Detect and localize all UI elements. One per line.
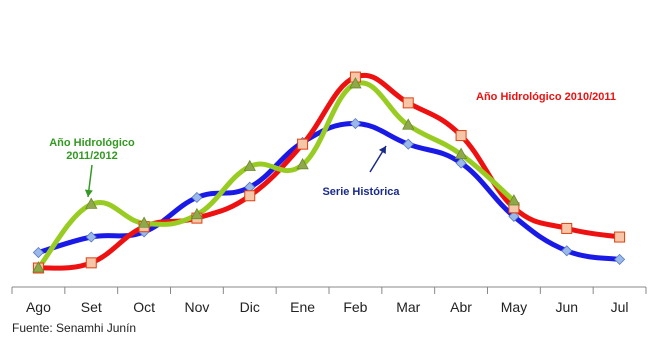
point-s0-Ago (32, 246, 44, 259)
point-s1-Mar (402, 97, 414, 109)
point-s2-Abr (454, 147, 468, 159)
point-s2-May (507, 194, 521, 206)
point-s0-Feb (349, 117, 361, 130)
point-s1-Dic (244, 190, 256, 202)
annotation-arrow-head (378, 146, 386, 155)
x-tick-label-Oct: Oct (133, 299, 155, 315)
source-note: Fuente: Senamhi Junín (12, 321, 136, 335)
annotation-text: Serie Histórica (322, 186, 400, 198)
x-tick-label-Dic: Dic (240, 299, 260, 315)
point-s0-May (508, 210, 520, 222)
x-tick-label-Nov: Nov (184, 299, 209, 315)
point-s2-Oct (137, 216, 151, 228)
annotation-text: 2011/2012 (66, 150, 117, 162)
series-lines (35, 72, 623, 271)
annotations: Año Hidrológico 2010/2011 Año Hidrológico… (49, 91, 616, 198)
x-tick-label-Ago: Ago (26, 299, 51, 315)
x-tick-label-Jul: Jul (611, 299, 629, 315)
point-s1-Jul (614, 231, 626, 243)
point-s0-Jul (614, 253, 626, 265)
annotation-text: Año Hidrológico 2010/2011 (476, 91, 616, 103)
point-s2-Set (85, 197, 98, 209)
x-tick-label-Mar: Mar (396, 299, 420, 315)
point-s1-Set (85, 257, 97, 269)
x-axis (11, 286, 647, 294)
point-s0-Jun (561, 245, 573, 257)
point-s0-Mar (402, 138, 414, 150)
series-line-2 (35, 80, 517, 271)
point-s0-Abr (455, 157, 467, 169)
point-s2-Ene (296, 157, 309, 170)
point-s2-Mar (402, 118, 415, 130)
x-tick-labels: Ago Set Oct Nov Dic Ene Feb Mar Abr May Jun Jul (26, 299, 629, 315)
point-s2-Feb (349, 77, 362, 89)
point-s1-Ene (297, 138, 309, 150)
x-tick-label-Abr: Abr (450, 299, 472, 315)
point-s1-Jun (561, 222, 573, 234)
x-tick-label-May: May (501, 299, 527, 315)
x-tick-label-Jun: Jun (555, 299, 578, 315)
annotation-text: Año Hidrológico (49, 137, 135, 149)
point-s2-Nov (190, 207, 204, 220)
point-s1-Abr (455, 130, 467, 142)
point-s2-Dic (243, 159, 256, 171)
point-s0-Nov (191, 191, 203, 204)
annotation-arrow-head (84, 189, 93, 197)
x-tick-label-Feb: Feb (343, 299, 367, 315)
annotation-0: Año Hidrológico 2010/2011 (476, 91, 616, 103)
series-line-1 (35, 72, 623, 271)
series-markers (32, 71, 626, 274)
point-s2-Ago (32, 261, 45, 273)
point-s0-Set (85, 231, 97, 243)
x-tick-label-Ene: Ene (290, 299, 315, 315)
x-tick-label-Set: Set (81, 299, 102, 315)
annotation-2: Serie Histórica (322, 145, 400, 198)
